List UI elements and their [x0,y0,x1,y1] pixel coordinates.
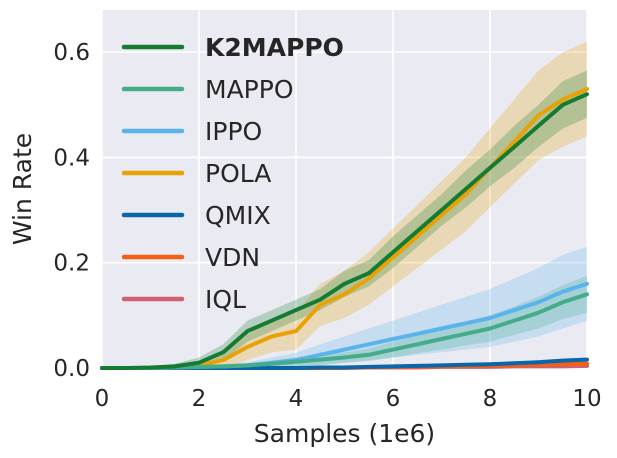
x-tick-label: 4 [289,386,304,412]
ippo-band [102,246,587,368]
x-tick-label: 0 [95,386,110,412]
pola-band [102,41,587,368]
x-axis-label: Samples (1e6) [254,419,435,448]
x-tick-label: 8 [483,386,498,412]
legend-label-mappo: MAPPO [205,75,294,104]
legend-label-vdn: VDN [205,243,260,272]
legend-label-qmix: QMIX [205,201,271,230]
y-tick-labels: 0.0 0.2 0.4 0.6 [53,40,90,382]
x-tick-label: 2 [192,386,207,412]
y-tick-label: 0.6 [53,40,90,66]
x-tick-label: 6 [386,386,401,412]
x-tick-labels: 0 2 4 6 8 10 [95,386,602,412]
y-tick-label: 0.4 [53,145,90,171]
legend-label-k2mappo: K2MAPPO [205,33,344,62]
legend-label-ippo: IPPO [205,117,262,146]
legend-label-iql: IQL [205,285,246,314]
legend: K2MAPPO MAPPO IPPO POLA QMIX VDN IQL [121,33,344,314]
mappo-band [102,275,587,368]
y-tick-label: 0.2 [53,251,90,277]
y-axis-label: Win Rate [8,133,37,245]
mappo-line [100,292,589,370]
k2mappo-line [100,92,589,370]
legend-label-pola: POLA [205,159,271,188]
x-tick-label: 10 [572,386,601,412]
y-tick-label: 0.0 [53,356,90,382]
series-lines [100,87,589,370]
plot-background [102,10,587,368]
